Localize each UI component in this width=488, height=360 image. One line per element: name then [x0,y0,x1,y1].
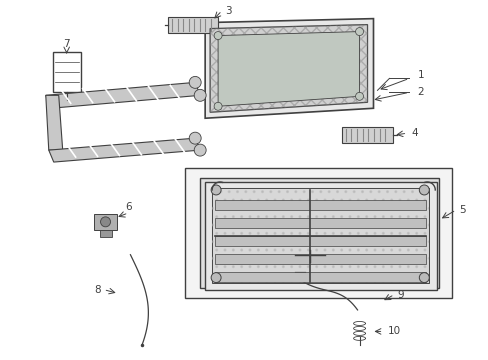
Polygon shape [205,19,373,118]
Circle shape [211,185,221,195]
Bar [93,214,117,230]
Text: 1: 1 [416,71,423,80]
Circle shape [194,144,206,156]
Polygon shape [46,95,62,150]
Text: 7: 7 [63,39,70,49]
Polygon shape [205,182,436,289]
Text: 4: 4 [410,128,417,138]
Text: 6: 6 [125,202,131,212]
Bar [185,168,451,298]
Polygon shape [218,32,359,106]
Polygon shape [46,82,200,108]
Bar [215,236,426,246]
Polygon shape [49,138,200,162]
Circle shape [419,273,428,283]
Circle shape [101,217,110,227]
Bar [215,254,426,264]
Circle shape [211,273,221,283]
Circle shape [214,32,222,40]
Text: 2: 2 [416,87,423,97]
Circle shape [189,76,201,88]
Polygon shape [200,178,438,288]
Text: 5: 5 [458,205,465,215]
Circle shape [355,28,363,36]
Circle shape [194,89,206,101]
Polygon shape [212,188,428,283]
Circle shape [419,185,428,195]
Bar [215,218,426,228]
Bar [341,127,393,143]
Circle shape [355,92,363,100]
Text: 10: 10 [386,327,400,336]
Bar [215,200,426,210]
Circle shape [214,102,222,110]
Text: 8: 8 [94,284,101,294]
Circle shape [189,132,201,144]
Polygon shape [210,24,367,112]
Bar [168,17,218,32]
Text: 3: 3 [224,6,231,15]
Bar [215,272,426,282]
Bar [100,230,111,237]
Text: 9: 9 [397,289,403,300]
Bar [53,53,81,92]
